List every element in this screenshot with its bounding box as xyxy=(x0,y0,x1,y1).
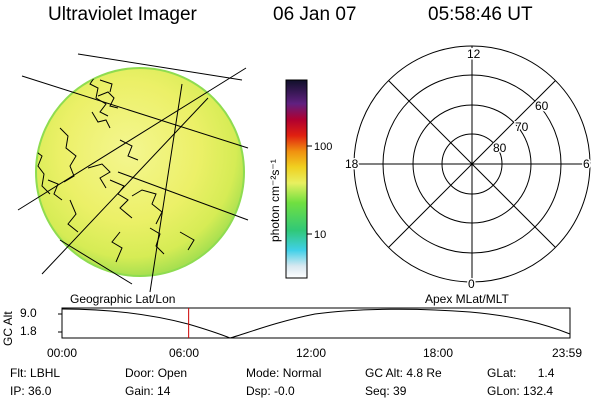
colorbar: 100 10 photon cm⁻²s⁻¹ xyxy=(270,79,332,279)
x-tick-0000: 00:00 xyxy=(47,346,78,360)
altitude-strip-frame xyxy=(61,307,571,339)
earth-disk xyxy=(35,67,245,277)
geographic-label: Geographic Lat/Lon xyxy=(70,292,176,306)
x-tick-2359: 23:59 xyxy=(552,346,583,360)
uv-image-panel xyxy=(17,53,249,293)
mlt-label-18: 18 xyxy=(345,157,359,171)
altitude-strip xyxy=(58,307,571,339)
info-glat: GLat: 1.4 xyxy=(487,366,555,380)
x-tick-0600: 06:00 xyxy=(169,346,200,360)
altitude-curve xyxy=(61,308,571,339)
polar-plot: 12 18 6 0 60 70 80 xyxy=(344,45,592,293)
x-tick-1200: 12:00 xyxy=(296,346,327,360)
mlat-label-60: 60 xyxy=(535,99,549,113)
info-gain: Gain: 14 xyxy=(125,384,171,398)
colorbar-tick-10: 10 xyxy=(314,229,326,241)
x-tick-1800: 18:00 xyxy=(423,346,454,360)
colorbar-unit-label: photon cm⁻²s⁻¹ xyxy=(270,159,282,242)
date-label: 06 Jan 07 xyxy=(273,4,357,25)
info-flt: Flt: LBHL xyxy=(10,366,61,380)
apex-label: Apex MLat/MLT xyxy=(425,292,509,306)
mlat-label-70: 70 xyxy=(515,120,529,134)
info-dsp: Dsp: -0.0 xyxy=(246,384,295,398)
alt-tick-9: 9.0 xyxy=(20,306,37,320)
mlt-label-6: 6 xyxy=(583,157,590,171)
mlt-label-12: 12 xyxy=(467,47,481,61)
mlat-label-80: 80 xyxy=(493,141,507,155)
info-mode: Mode: Normal xyxy=(246,366,322,380)
info-ip: IP: 36.0 xyxy=(10,384,52,398)
alt-tick-1-8: 1.8 xyxy=(20,324,37,338)
mlt-label-0: 0 xyxy=(468,277,475,291)
info-gc-alt: GC Alt: 4.8 Re xyxy=(365,366,442,380)
info-glon: GLon: 132.4 xyxy=(487,384,554,398)
lat-lon-grid xyxy=(17,53,249,293)
info-seq: Seq: 39 xyxy=(365,384,407,398)
instrument-title: Ultraviolet Imager xyxy=(48,4,197,25)
info-door: Door: Open xyxy=(125,366,188,380)
colorbar-gradient xyxy=(285,79,308,279)
colorbar-tick-100: 100 xyxy=(314,141,332,153)
time-label: 05:58:46 UT xyxy=(428,4,533,25)
